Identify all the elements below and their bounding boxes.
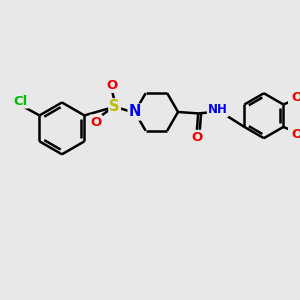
Text: O: O xyxy=(90,116,101,129)
Text: Cl: Cl xyxy=(14,94,28,107)
Text: O: O xyxy=(107,79,118,92)
Text: O: O xyxy=(191,131,202,144)
Text: O: O xyxy=(291,128,300,141)
Text: NH: NH xyxy=(208,103,228,116)
Text: S: S xyxy=(110,99,120,114)
Text: N: N xyxy=(129,104,141,119)
Text: O: O xyxy=(291,91,300,104)
